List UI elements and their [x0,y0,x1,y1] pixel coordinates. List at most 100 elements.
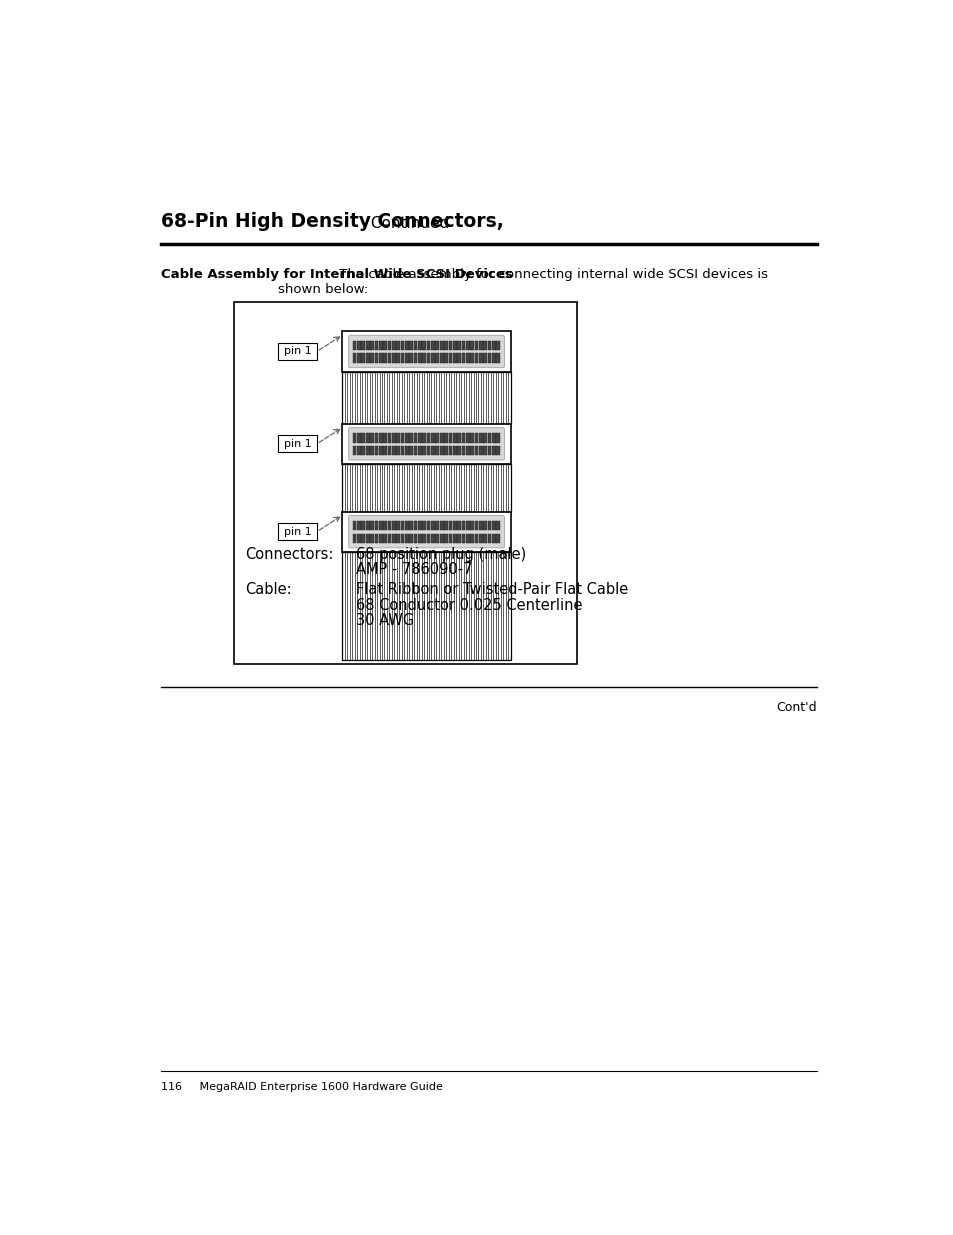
Bar [356,353,360,363]
Bar [417,534,421,542]
Bar [387,521,391,530]
Bar [426,353,430,363]
Bar [487,534,491,542]
Bar [400,534,404,542]
FancyBboxPatch shape [348,336,504,368]
Bar [444,433,447,442]
Bar [395,353,399,363]
Bar [431,534,435,542]
Bar [342,372,510,424]
Bar [456,341,460,351]
Bar [414,521,417,530]
Bar [465,353,469,363]
Bar [492,446,496,454]
Bar [375,353,377,363]
Bar [426,341,430,351]
Bar [278,524,316,540]
Bar [492,341,496,351]
Bar [465,446,469,454]
Bar [475,341,477,351]
Text: Cable Assembly for Internal Wide SCSI Devices: Cable Assembly for Internal Wide SCSI De… [161,268,513,280]
Bar [496,534,499,542]
Bar [448,341,452,351]
Bar [470,521,474,530]
Text: pin 1: pin 1 [283,347,311,357]
Bar [444,534,447,542]
Text: pin 1: pin 1 [283,438,311,448]
Text: pin 1: pin 1 [283,526,311,537]
Bar [487,446,491,454]
Bar [444,341,447,351]
Bar [383,534,387,542]
Bar [435,433,438,442]
Bar [405,446,408,454]
Bar [431,446,435,454]
Bar [478,446,482,454]
Bar [370,446,374,454]
Bar [375,433,377,442]
Bar [392,353,395,363]
Bar [483,341,487,351]
Bar [444,521,447,530]
Bar [470,353,474,363]
Bar [400,446,404,454]
Bar [453,446,456,454]
Bar [414,446,417,454]
Bar [492,433,496,442]
Bar [487,341,491,351]
Bar [365,534,369,542]
Bar [448,433,452,442]
Bar [342,511,510,552]
Text: Continued: Continued [365,216,449,231]
Bar [475,521,477,530]
Bar [409,534,413,542]
Bar [487,353,491,363]
Bar [456,433,460,442]
Text: Cable:: Cable: [245,583,291,598]
Bar [365,521,369,530]
Bar [356,433,360,442]
Bar [356,446,360,454]
Bar [496,341,499,351]
Bar [435,353,438,363]
Bar [439,446,443,454]
Bar [417,341,421,351]
Bar [378,341,382,351]
FancyBboxPatch shape [348,427,504,461]
Bar [387,433,391,442]
Bar [392,521,395,530]
Text: Cont'd: Cont'd [776,701,816,714]
Bar [422,521,426,530]
Bar [395,521,399,530]
Bar [353,446,356,454]
Bar [470,446,474,454]
Bar [361,353,365,363]
Bar [387,534,391,542]
Bar [383,446,387,454]
Bar [370,521,374,530]
Bar [470,433,474,442]
Bar [439,433,443,442]
Bar [417,521,421,530]
Bar [370,534,374,542]
Bar [475,353,477,363]
Bar [439,341,443,351]
Bar [465,341,469,351]
Bar [414,534,417,542]
Bar [461,353,465,363]
Bar [435,446,438,454]
Bar [392,341,395,351]
Bar [383,433,387,442]
Bar [400,353,404,363]
Bar [422,433,426,442]
Bar [422,341,426,351]
Bar [405,341,408,351]
Bar [444,446,447,454]
Bar [342,552,510,661]
Bar [435,534,438,542]
Bar [448,521,452,530]
Bar [365,446,369,454]
Bar [387,341,391,351]
Bar [453,353,456,363]
FancyBboxPatch shape [348,515,504,548]
